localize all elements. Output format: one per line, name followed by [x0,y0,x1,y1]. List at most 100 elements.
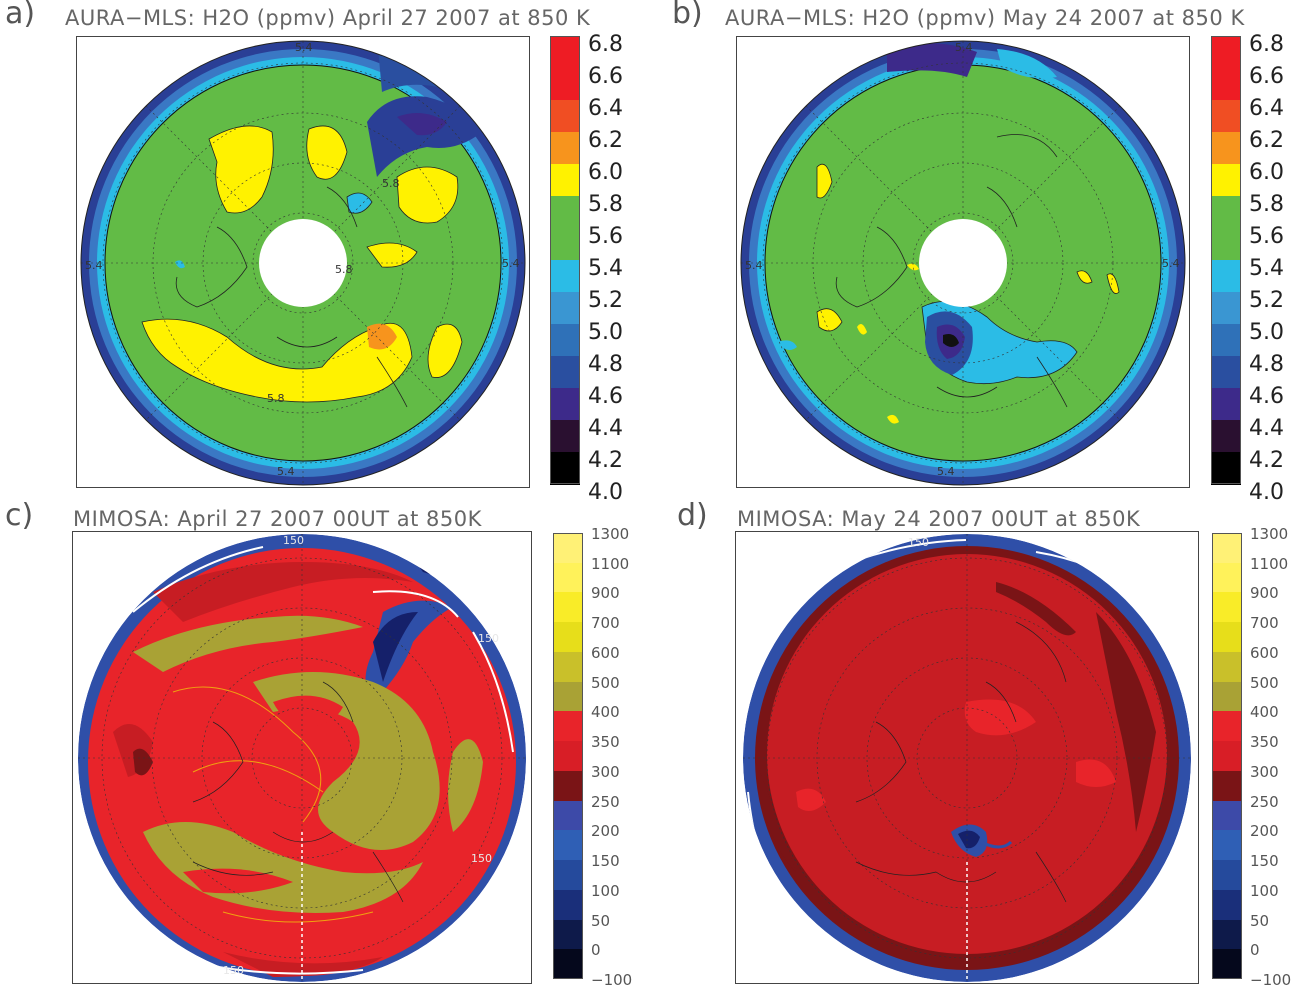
colorbar-segment [550,100,580,133]
colorbar-segment [1212,651,1242,683]
contour-label: 5.4 [1162,257,1180,270]
colorbar-segment [553,949,583,980]
colorbar-segment [550,356,580,389]
colorbar-tick-label: 300 [591,762,620,781]
colorbar-segment [553,741,583,772]
panel-label: b) [672,0,703,31]
colorbar-tick-label: 4.8 [588,352,623,377]
colorbar-tick-label: 0 [591,941,601,960]
panel-title: AURA−MLS: H2O (ppmv) May 24 2007 at 850 … [725,6,1245,30]
contour-label: 5.4 [745,259,763,272]
colorbar-segment [1212,681,1242,712]
colorbar-tick-label: 350 [591,733,620,752]
colorbar-segment [553,562,583,593]
colorbar-tick-label: 4.2 [1249,448,1284,473]
colorbar-outline [550,36,580,484]
colorbar-segment [1211,68,1241,101]
colorbar-segment [553,889,583,921]
colorbar-segment [1211,36,1241,69]
colorbar-tick-label: 4.2 [588,448,623,473]
colorbar-tick-label: 5.4 [1249,256,1284,281]
colorbar-segment [550,36,580,69]
colorbar-segment [1211,388,1241,421]
colorbar-segment [550,388,580,421]
panel-label: d) [677,498,708,533]
colorbar-tick-label: 4.4 [588,416,623,441]
colorbar-tick-label: 400 [1250,703,1279,722]
colorbar-segment [1211,324,1241,357]
colorbar-tick-label: 4.0 [1249,480,1284,505]
colorbar-segment [1211,100,1241,133]
colorbar-segment [553,919,583,950]
colorbar-tick-label: 700 [591,614,620,633]
colorbar-tick-label: 5.4 [588,256,623,281]
colorbar-tick-label: 250 [1250,792,1279,811]
colorbar-tick-label: 5.6 [588,224,623,249]
colorbar-tick-label: 500 [591,673,620,692]
colorbar-tick-label: −100 [591,971,633,989]
contour-label: 5.4 [277,465,295,478]
colorbar-segment [1211,420,1241,453]
colorbar-tick-label: 5.0 [1249,320,1284,345]
contour-label: 5.4 [295,41,313,54]
colorbar-tick-label: 250 [591,792,620,811]
colorbar-tick-label: 100 [1250,881,1279,900]
h2o-map: 5.4 5.4 5.8 5.8 5.4 5.8 5.4 [76,36,530,488]
colorbar-tick-label: 6.0 [588,160,623,185]
colorbar-tick-label: 200 [1250,822,1279,841]
colorbar-segment [1211,260,1241,293]
colorbar-tick-label: 5.6 [1249,224,1284,249]
contour-label: 5.8 [267,392,285,405]
colorbar-tick-label: 900 [1250,584,1279,603]
colorbar-segment [1211,228,1241,261]
colorbar-tick-label: −100 [1250,971,1292,989]
colorbar-tick-label: 6.0 [1249,160,1284,185]
colorbar-segment [553,533,583,564]
colorbar-segment [553,860,583,891]
colorbar-segment [1212,711,1242,742]
colorbar-tick-label: 200 [591,822,620,841]
pv-map: 150 [735,531,1199,984]
colorbar-segment [553,770,583,802]
colorbar-tick-label: 4.0 [588,480,623,505]
colorbar-segment [550,228,580,261]
h2o-map-canvas: 5.4 5.4 5.4 5.4 [740,40,1186,486]
colorbar-tick-label: 6.4 [1249,96,1284,121]
colorbar-tick-label: 400 [591,703,620,722]
colorbar-tick-label: 6.6 [588,64,623,89]
contour-label: 5.4 [502,257,520,270]
colorbar-tick-label: 4.4 [1249,416,1284,441]
colorbar-tick-label: 50 [1250,911,1270,930]
colorbar-segment [1212,592,1242,623]
colorbar-tick-label: 6.6 [1249,64,1284,89]
colorbar-segment [1211,452,1241,485]
colorbar-segment [550,420,580,453]
colorbar-segment [1212,889,1242,921]
colorbar-segment [1212,741,1242,772]
colorbar-segment [1212,770,1242,802]
colorbar-tick-label: 50 [591,911,611,930]
colorbar-tick-label: 1300 [591,525,630,543]
colorbar-segment [1212,860,1242,891]
colorbar-segment [553,651,583,683]
panel-title: AURA−MLS: H2O (ppmv) April 27 2007 at 85… [65,6,591,30]
pv-map-canvas: 150 150 150 150 [78,534,526,982]
colorbar-tick-label: 4.6 [588,384,623,409]
colorbar-tick-label: 900 [591,584,620,603]
colorbar-segment [1212,919,1242,950]
colorbar-segment [550,68,580,101]
panel-title: MIMOSA: May 24 2007 00UT at 850K [737,507,1141,531]
colorbar-segment [1211,164,1241,197]
colorbar-segment [550,260,580,293]
colorbar-tick-label: 600 [591,643,620,662]
colorbar-outline [553,533,583,979]
colorbar-segment [1212,562,1242,593]
colorbar-tick-label: 6.8 [1249,32,1284,57]
colorbar-tick-label: 700 [1250,614,1279,633]
pv-map-canvas: 150 [743,534,1191,982]
colorbar-segment [550,324,580,357]
colorbar-segment [1212,533,1242,564]
colorbar-segment [553,800,583,831]
panel-title: MIMOSA: April 27 2007 00UT at 850K [73,507,482,531]
colorbar-tick-label: 600 [1250,643,1279,662]
